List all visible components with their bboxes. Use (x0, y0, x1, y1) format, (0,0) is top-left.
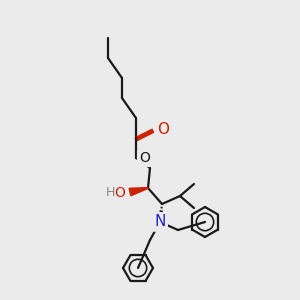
Text: O: O (157, 122, 169, 136)
Text: N: N (154, 214, 166, 230)
Text: O: O (114, 186, 125, 200)
Text: H: H (106, 187, 115, 200)
Text: O: O (139, 151, 150, 165)
Polygon shape (129, 188, 148, 196)
